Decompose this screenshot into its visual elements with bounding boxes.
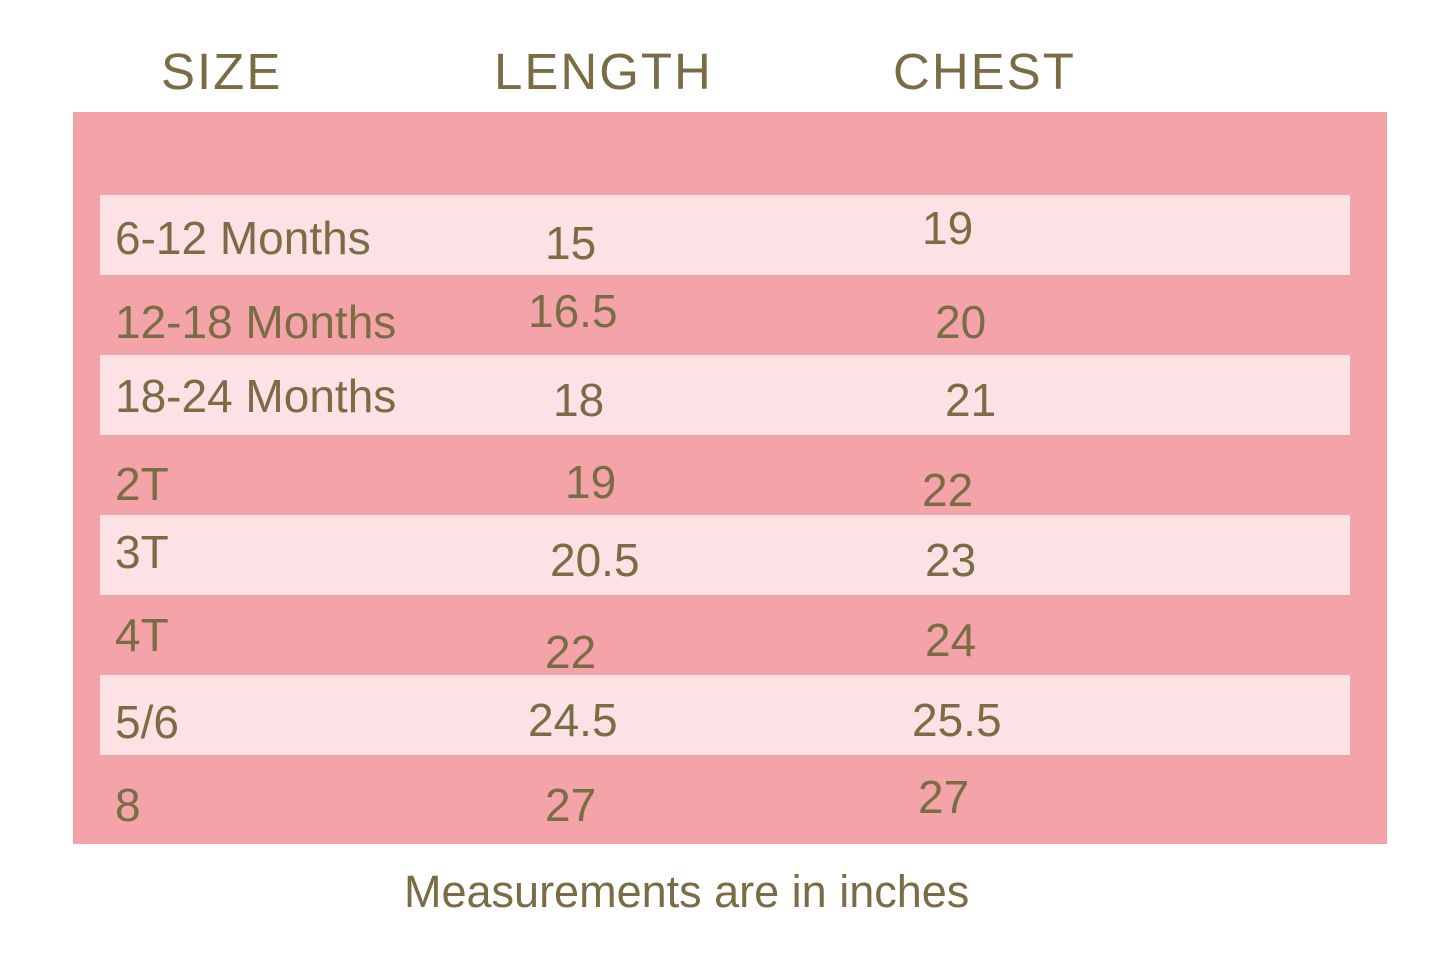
length-cell: 16.5 — [528, 285, 618, 337]
chest-cell: 24 — [925, 614, 977, 666]
length-cell: 19 — [565, 456, 617, 508]
length-cell: 22 — [545, 626, 597, 678]
size-cell: 12-18 Months — [115, 296, 397, 348]
size-cell: 4T — [115, 609, 169, 661]
size-cell: 5/6 — [115, 696, 179, 748]
length-cell: 27 — [545, 779, 597, 831]
size-cell: 3T — [115, 526, 169, 578]
chest-cell: 19 — [922, 202, 974, 254]
table-row: 8 27 27 — [73, 755, 1387, 835]
table-row: 5/6 24.5 25.5 — [73, 675, 1387, 755]
table-body: 6-12 Months 15 19 12-18 Months 16.5 20 1… — [73, 195, 1387, 835]
chest-cell: 27 — [918, 771, 970, 823]
size-cell: 8 — [115, 779, 141, 831]
chest-cell: 23 — [925, 534, 977, 586]
length-cell: 15 — [545, 217, 597, 269]
table-row: 2T 19 22 — [73, 435, 1387, 516]
size-cell: 2T — [115, 458, 169, 510]
length-cell: 18 — [553, 374, 605, 426]
chest-cell: 25.5 — [912, 694, 1002, 746]
measurements-note: Measurements are in inches — [404, 866, 970, 917]
chest-cell: 22 — [922, 464, 974, 516]
table-row: 3T 20.5 23 — [73, 515, 1387, 595]
length-cell: 24.5 — [528, 694, 618, 746]
chest-cell: 20 — [935, 296, 987, 348]
table-row: 6-12 Months 15 19 — [73, 195, 1387, 275]
column-header-size: SIZE — [161, 43, 283, 100]
table-row: 18-24 Months 18 21 — [73, 355, 1387, 435]
table-row: 4T 22 24 — [73, 595, 1387, 678]
size-cell: 18-24 Months — [115, 370, 397, 422]
column-header-length: LENGTH — [494, 43, 713, 100]
chart-panel: 6-12 Months 15 19 12-18 Months 16.5 20 1… — [73, 112, 1387, 844]
size-cell: 6-12 Months — [115, 212, 371, 264]
chest-cell: 21 — [945, 374, 997, 426]
column-header-chest: CHEST — [893, 43, 1076, 100]
table-row: 12-18 Months 16.5 20 — [73, 275, 1387, 355]
length-cell: 20.5 — [550, 534, 640, 586]
